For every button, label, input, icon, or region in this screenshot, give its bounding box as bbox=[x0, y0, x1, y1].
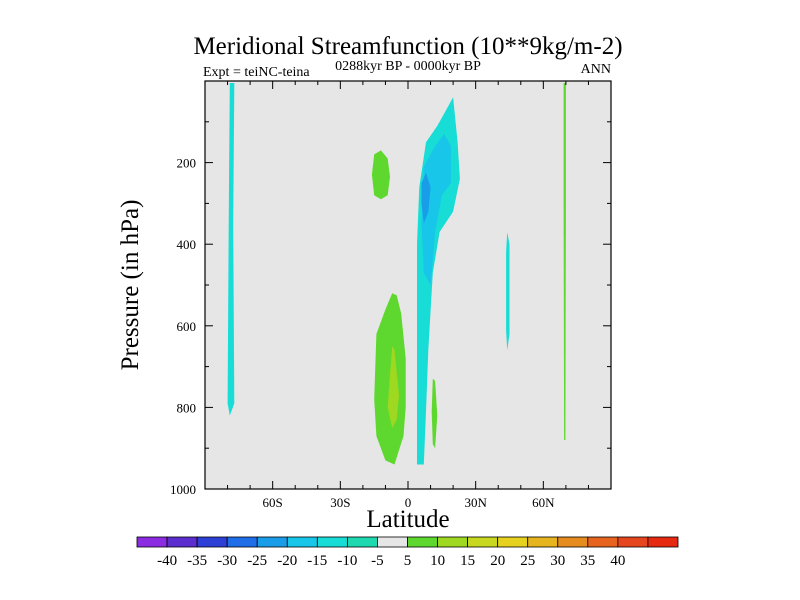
contour-region-6 bbox=[421, 172, 431, 224]
contour-region-3 bbox=[387, 346, 399, 428]
colorbar-label: 5 bbox=[404, 553, 412, 569]
colorbar-swatch bbox=[587, 536, 619, 548]
time-range-label: 0288kyr BP - 0000kyr BP bbox=[335, 59, 481, 74]
contour-region-7 bbox=[431, 378, 438, 449]
colorbar-label: -25 bbox=[247, 553, 267, 569]
x-tick-label: 0 bbox=[405, 495, 412, 510]
colorbar-swatch bbox=[316, 536, 348, 548]
colorbar-swatch bbox=[346, 536, 378, 548]
colorbar-label: -10 bbox=[337, 553, 357, 569]
colorbar-swatch bbox=[557, 536, 589, 548]
colorbar-swatch bbox=[136, 536, 168, 548]
colorbar-swatch bbox=[196, 536, 228, 548]
plot-area bbox=[204, 80, 612, 490]
x-axis-label: Latitude bbox=[366, 506, 449, 533]
colorbar-label: -20 bbox=[277, 553, 297, 569]
colorbar-label: 40 bbox=[610, 553, 625, 569]
y-tick-label: 200 bbox=[177, 156, 197, 171]
colorbar-label: 20 bbox=[490, 553, 505, 569]
contour-region-8 bbox=[506, 232, 510, 351]
colorbar-swatch bbox=[407, 536, 438, 548]
colorbar-swatch bbox=[226, 536, 258, 548]
colorbar-label: 30 bbox=[550, 553, 565, 569]
x-tick-label: 30N bbox=[464, 495, 487, 510]
colorbar-swatch bbox=[286, 536, 318, 548]
colorbar-swatch bbox=[617, 536, 649, 548]
colorbar-swatch bbox=[377, 536, 408, 548]
contour-region-0 bbox=[227, 83, 235, 416]
colorbar-swatch bbox=[527, 536, 559, 548]
colorbar-swatch bbox=[497, 536, 529, 548]
y-tick-label: 800 bbox=[177, 400, 197, 415]
axes: 60S 30S 0 30N 60N 200 400 600 800 1000 bbox=[170, 81, 611, 510]
colorbar-label: 10 bbox=[430, 553, 445, 569]
colorbar-swatch bbox=[256, 536, 288, 548]
x-tick-label: 30S bbox=[330, 495, 350, 510]
colorbar-label: -5 bbox=[371, 553, 384, 569]
colorbar-label: 15 bbox=[460, 553, 475, 569]
colorbar-label: -15 bbox=[307, 553, 327, 569]
colorbar: -40 -35 -30 -25 -20 -15 -10 -5 5 10 15 20 25 30 35 40 bbox=[136, 536, 679, 569]
colorbar-swatch bbox=[467, 536, 499, 548]
contour-layer bbox=[227, 83, 566, 465]
x-tick-label: 60N bbox=[532, 495, 555, 510]
contour-region-5 bbox=[421, 134, 451, 285]
y-tick-label: 1000 bbox=[170, 482, 196, 497]
y-tick-label: 600 bbox=[177, 319, 197, 334]
colorbar-swatch bbox=[437, 536, 469, 548]
season-label: ANN bbox=[581, 62, 611, 77]
colorbar-swatch bbox=[647, 536, 679, 548]
y-tick-label: 400 bbox=[177, 237, 197, 252]
contour-region-9 bbox=[563, 83, 566, 440]
colorbar-label: -40 bbox=[157, 553, 177, 569]
colorbar-swatch bbox=[166, 536, 198, 548]
chart-title: Meridional Streamfunction (10**9kg/m-2) bbox=[193, 33, 622, 60]
colorbar-label: -30 bbox=[217, 553, 237, 569]
x-tick-label: 60S bbox=[263, 495, 283, 510]
colorbar-label: 25 bbox=[520, 553, 535, 569]
colorbar-label: 35 bbox=[580, 553, 595, 569]
contour-region-1 bbox=[371, 150, 390, 200]
y-axis-label: Pressure (in hPa) bbox=[117, 200, 144, 371]
colorbar-label: -35 bbox=[187, 553, 207, 569]
experiment-label: Expt = teiNC-teina bbox=[203, 65, 310, 80]
